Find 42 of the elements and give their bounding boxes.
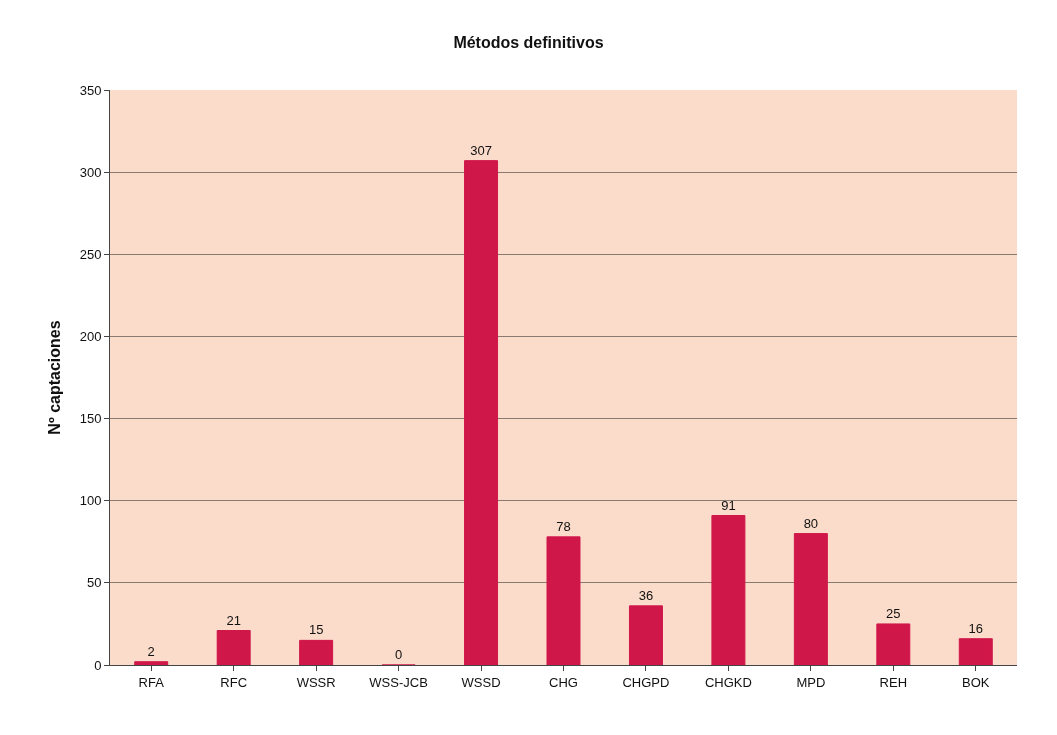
data-label: 2 — [147, 643, 155, 659]
y-tick-label: 300 — [79, 164, 102, 180]
x-tick-label: WSSD — [461, 674, 501, 690]
x-tick-label: CHGPD — [622, 674, 670, 690]
bar — [958, 638, 993, 665]
bar — [464, 160, 499, 665]
y-tick-label: 150 — [79, 411, 102, 427]
y-tick-label: 0 — [94, 657, 102, 673]
bar — [216, 630, 251, 665]
data-label: 80 — [803, 515, 819, 531]
data-label: 0 — [394, 647, 403, 662]
data-label: 36 — [638, 587, 654, 603]
data-label: 16 — [968, 620, 983, 636]
y-tick-label: 50 — [86, 575, 102, 591]
x-tick-label: REH — [879, 674, 908, 690]
data-label: 15 — [308, 622, 324, 638]
x-tick-label: BOK — [962, 674, 990, 690]
y-tick-label: 100 — [79, 493, 102, 509]
data-label: 21 — [226, 612, 241, 628]
x-tick-label: CHG — [549, 674, 578, 690]
data-label: 91 — [721, 497, 736, 513]
bar — [546, 536, 581, 665]
y-tick-label: 250 — [79, 246, 102, 262]
bar — [628, 605, 663, 665]
y-axis-title: Nº captaciones — [45, 320, 63, 435]
bar — [134, 661, 169, 665]
x-tick-label: MPD — [796, 674, 826, 690]
chart-title: Métodos definitivos — [453, 33, 604, 51]
bar — [793, 533, 828, 665]
bar — [299, 639, 334, 665]
x-tick-label: WSSR — [296, 674, 336, 690]
data-label: 78 — [556, 518, 571, 534]
data-label: 25 — [886, 605, 901, 621]
data-label: 307 — [470, 142, 492, 158]
bar — [711, 515, 746, 665]
x-tick-label: RFA — [138, 674, 165, 690]
x-tick-label: CHGKD — [704, 674, 752, 690]
y-tick-label: 350 — [79, 82, 102, 98]
x-tick-label: WSS-JCB — [369, 674, 428, 690]
x-tick-label: RFC — [220, 674, 248, 690]
bar — [876, 623, 911, 665]
y-tick-label: 200 — [79, 328, 102, 344]
